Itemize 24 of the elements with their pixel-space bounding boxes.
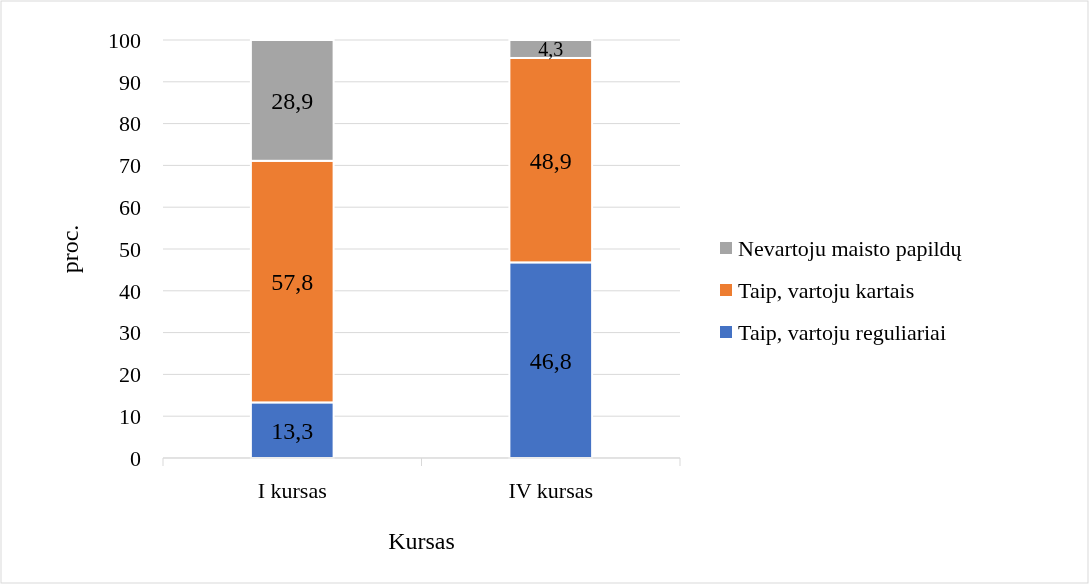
data-label: 57,8 <box>271 269 314 295</box>
y-tick-label: 20 <box>119 362 141 388</box>
x-axis-title: Kursas <box>388 528 455 554</box>
y-tick-label: 50 <box>119 236 141 262</box>
y-tick-label: 0 <box>130 445 141 471</box>
y-axis-title: proc. <box>57 224 83 274</box>
legend-label: Nevartoju maisto papildų <box>738 235 963 261</box>
x-tick-label: I kursas <box>257 478 327 503</box>
y-tick-label: 100 <box>108 27 141 53</box>
legend-label: Taip, vartoju kartais <box>738 277 915 303</box>
x-tick-label: IV kursas <box>508 478 594 503</box>
y-tick-label: 70 <box>119 153 141 179</box>
legend-label: Taip, vartoju reguliariai <box>738 319 946 345</box>
data-label: 4,3 <box>538 37 564 60</box>
data-label: 48,9 <box>529 147 572 174</box>
y-tick-label: 40 <box>119 278 141 304</box>
y-tick-label: 30 <box>119 320 141 346</box>
data-label: 28,9 <box>271 87 314 114</box>
data-label: 13,3 <box>271 417 314 444</box>
y-tick-label: 10 <box>119 403 141 429</box>
y-tick-label: 80 <box>119 111 141 137</box>
y-tick-label: 90 <box>119 69 141 95</box>
data-label: 46,8 <box>529 347 572 374</box>
y-tick-label: 60 <box>119 194 141 220</box>
